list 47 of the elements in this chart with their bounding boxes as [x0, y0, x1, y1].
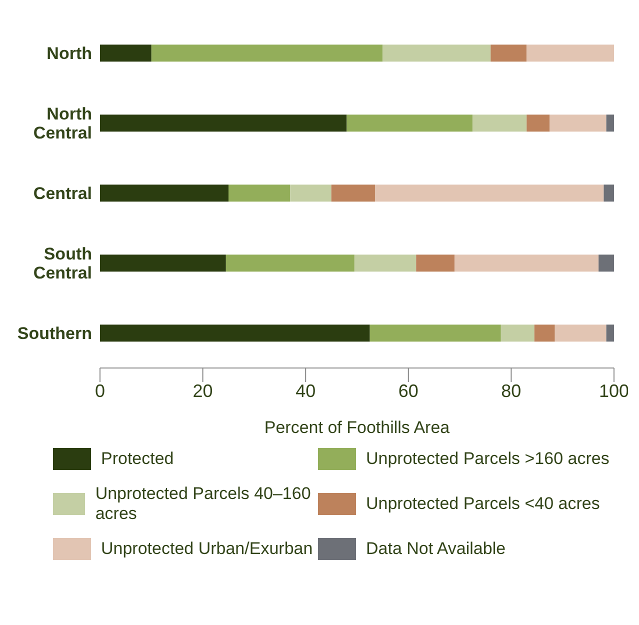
bar — [606, 324, 614, 342]
x-tick-label: 80 — [501, 380, 522, 401]
bar — [454, 254, 599, 272]
bar — [382, 44, 491, 62]
bar — [228, 184, 290, 202]
bar — [354, 254, 416, 272]
bar — [370, 324, 501, 342]
bar — [374, 184, 604, 202]
bar — [346, 114, 473, 132]
bar — [550, 114, 606, 132]
y-tick-label: South Central — [33, 244, 92, 282]
bar — [554, 324, 606, 342]
bar — [226, 254, 354, 272]
bar — [490, 44, 527, 62]
x-tick-label: 0 — [94, 380, 106, 401]
y-tick-label: North — [46, 44, 92, 62]
bar — [100, 114, 347, 132]
y-tick-label: Central — [33, 184, 92, 202]
bar — [598, 254, 614, 272]
bar — [534, 324, 555, 342]
bar — [472, 114, 527, 132]
y-tick-label: Southern — [17, 324, 92, 342]
legend-label: Unprotected Parcels 40–160 acres — [95, 484, 312, 524]
bar — [526, 44, 614, 62]
legend-label: Unprotected Parcels <40 acres — [366, 494, 600, 514]
legend-label: Unprotected Urban/Exurban — [101, 539, 313, 559]
bar — [100, 184, 228, 202]
bar — [290, 184, 332, 202]
legend-label: Unprotected Parcels >160 acres — [366, 449, 610, 469]
x-tick-label: 60 — [398, 380, 418, 401]
bar — [100, 324, 370, 342]
y-tick-label: North Central — [33, 104, 92, 142]
bar — [604, 184, 614, 202]
bar — [100, 254, 226, 272]
bar — [606, 114, 614, 132]
bar — [331, 184, 375, 202]
legend-label: Data Not Available — [366, 539, 506, 559]
bar — [100, 44, 152, 62]
legend-label: Protected — [101, 449, 174, 469]
x-tick-label: 100 — [598, 380, 630, 401]
bar — [500, 324, 534, 342]
bar — [416, 254, 455, 272]
bar — [151, 44, 383, 62]
x-tick-label: 20 — [192, 380, 213, 401]
bar — [526, 114, 550, 132]
x-axis-title: Percent of Foothills Area — [264, 418, 450, 437]
x-tick-label: 40 — [296, 380, 316, 401]
